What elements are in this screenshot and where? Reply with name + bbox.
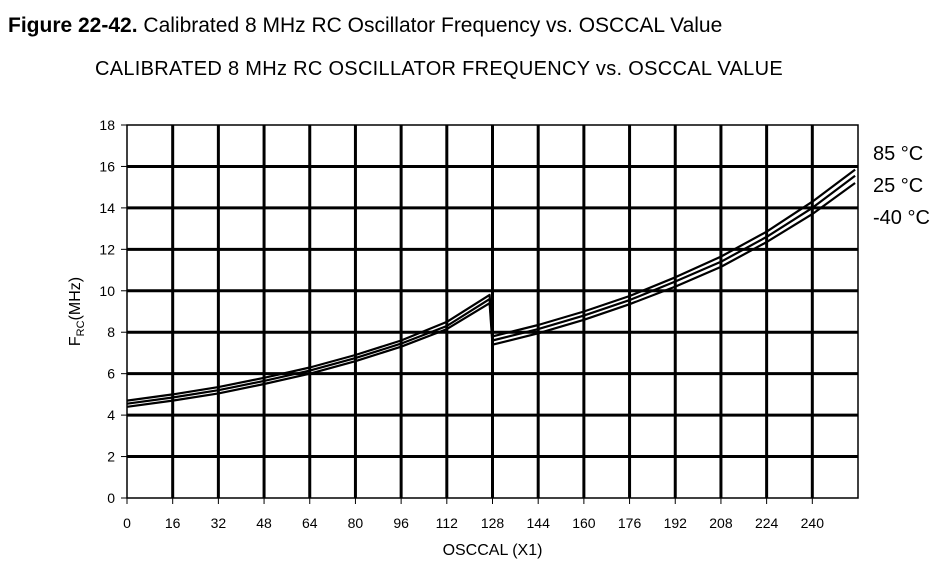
figure-caption: Figure 22-42. Calibrated 8 MHz RC Oscill… — [8, 14, 722, 38]
x-tick-label: 176 — [618, 515, 642, 531]
legend-entry-1: 25 °C — [873, 175, 923, 197]
y-tick-label: 8 — [107, 324, 115, 340]
legend-entry-0: 85 °C — [873, 143, 923, 165]
y-axis-label-main: F — [67, 336, 84, 346]
figure-caption-text: Calibrated 8 MHz RC Oscillator Frequency… — [143, 14, 723, 37]
x-tick-label: 48 — [256, 515, 272, 531]
y-tick-label: 2 — [107, 449, 115, 465]
x-tick-label: 240 — [801, 515, 825, 531]
y-axis-label: FRC(MHz) — [67, 277, 87, 346]
y-tick-label: 6 — [107, 366, 115, 382]
x-axis-label: OSCCAL (X1) — [443, 542, 543, 559]
x-tick-label: 208 — [709, 515, 733, 531]
y-tick-label: 10 — [99, 283, 115, 299]
x-tick-label: 112 — [436, 515, 459, 531]
y-tick-label: 12 — [99, 241, 115, 257]
series-lines — [126, 168, 856, 408]
x-tick-label: 80 — [348, 515, 364, 531]
x-tick-label: 96 — [393, 515, 409, 531]
x-tick-label: 160 — [572, 515, 596, 531]
legend: 85 °C 25 °C -40 °C — [873, 143, 930, 229]
y-tick-label: 14 — [99, 200, 115, 216]
y-tick-label: 16 — [99, 158, 115, 174]
series-line-2 — [126, 182, 856, 408]
y-axis-label-sub: RC — [75, 320, 87, 336]
x-tick-label: 192 — [664, 515, 688, 531]
x-tick-label: 144 — [527, 515, 551, 531]
x-tick-labels: 0 16 32 48 64 80 96 112 128 144 160 176 192 208 224 240 — [123, 515, 824, 531]
plot-frame — [126, 124, 859, 499]
x-tick-label: 0 — [123, 515, 131, 531]
figure-label: Figure 22-42. — [8, 14, 138, 37]
x-tick-label: 128 — [481, 515, 505, 531]
x-tick-label: 16 — [165, 515, 181, 531]
y-tick-label: 18 — [99, 117, 115, 133]
chart-title: CALIBRATED 8 MHz RC OSCILLATOR FREQUENCY… — [95, 58, 783, 80]
x-tick-label: 224 — [755, 515, 779, 531]
y-tick-label: 4 — [107, 407, 115, 423]
y-tick-labels: 0 2 4 6 8 10 12 14 16 18 — [99, 117, 115, 506]
y-tick-label: 0 — [107, 490, 115, 506]
y-axis-label-unit: (MHz) — [67, 277, 84, 321]
legend-entry-2: -40 °C — [873, 207, 930, 229]
x-tick-label: 32 — [211, 515, 227, 531]
x-tick-label: 64 — [302, 515, 318, 531]
